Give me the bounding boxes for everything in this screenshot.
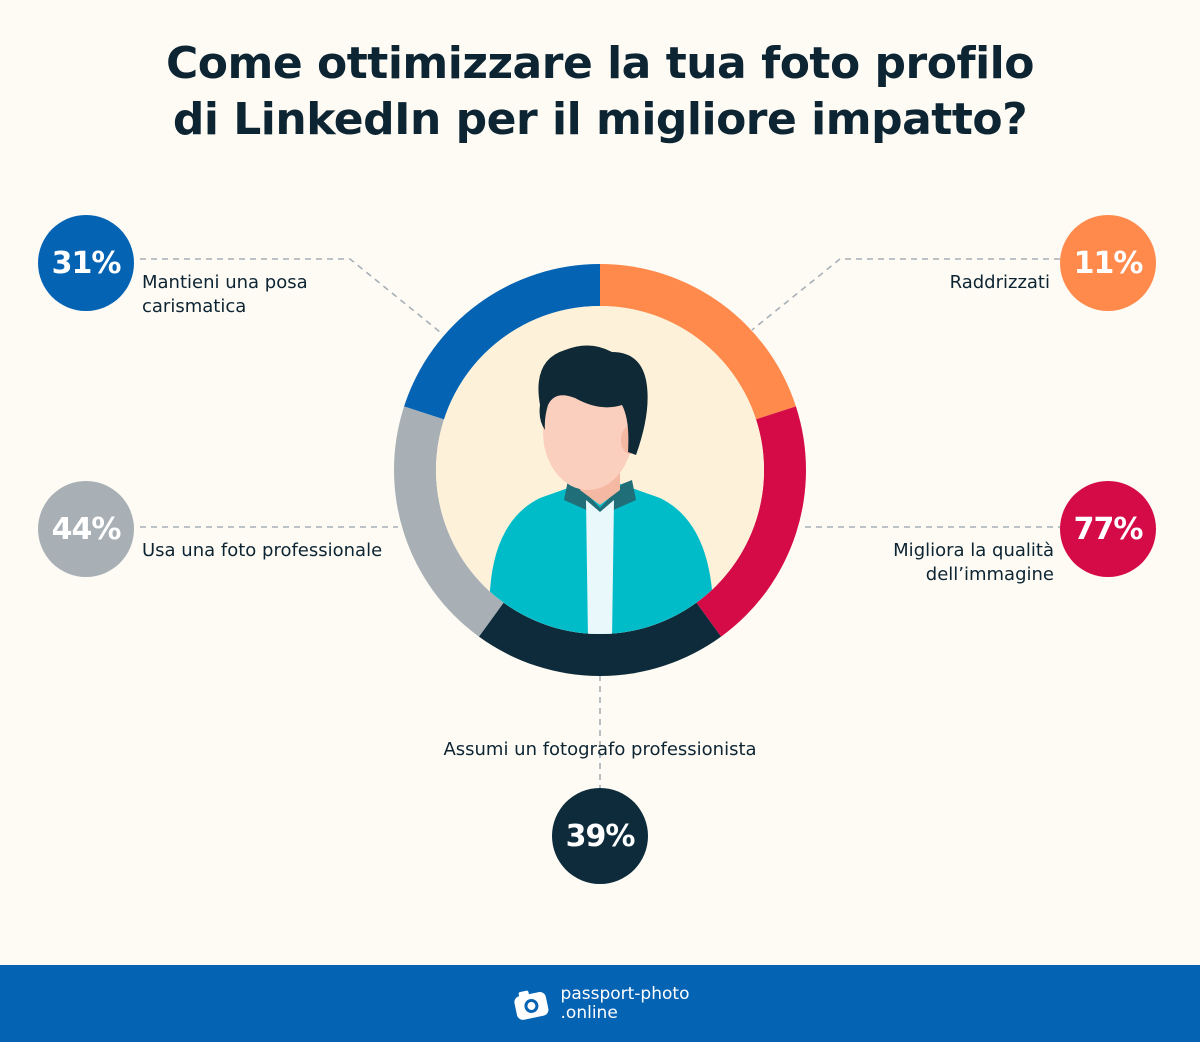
label-posa-line-2: carismatica [142, 296, 247, 317]
label-posa-line-1: Mantieni una posa [142, 272, 308, 293]
camera-icon [513, 990, 548, 1020]
donut-chart [140, 258, 1060, 790]
value-badge-fotografo: 39% [552, 788, 648, 884]
label-foto-line-1: Usa una foto professionale [142, 540, 383, 561]
donut-ring [394, 264, 806, 676]
value-badge-posa: 31% [38, 215, 134, 311]
donut-segment-0 [404, 264, 600, 420]
value-badge-foto: 44% [38, 481, 134, 577]
person-avatar-icon [490, 345, 712, 634]
label-qualita-line-1: Migliora la qualità [893, 540, 1054, 561]
leader-line-raddrizzati [751, 258, 1060, 331]
label-qualita: Migliora la qualità dell’immagine [800, 539, 1054, 587]
label-fotografo-line-1: Assumi un fotografo professionista [443, 739, 757, 760]
donut-segment-4 [394, 406, 504, 637]
donut-segment-1 [600, 264, 796, 420]
leader-lines [140, 258, 1060, 790]
value-badge-qualita: 77% [1060, 481, 1156, 577]
brand-name-line-1: passport-photo [560, 983, 690, 1004]
donut-segment-2 [696, 406, 806, 637]
label-qualita-line-2: dell’immagine [925, 564, 1054, 585]
chart-title: Come ottimizzare la tua foto profilo di … [0, 36, 1200, 148]
chart-title-line-1: Come ottimizzare la tua foto profilo [166, 38, 1034, 89]
brand-logo[interactable]: passport-photo .online [511, 983, 690, 1024]
value-badge-raddrizzati: 11% [1060, 215, 1156, 311]
label-foto: Usa una foto professionale [142, 539, 382, 563]
footer-bar: passport-photo .online [0, 965, 1200, 1042]
leader-line-posa [140, 258, 441, 333]
label-fotografo: Assumi un fotografo professionista [390, 738, 810, 762]
label-raddrizzati-line-1: Raddrizzati [949, 272, 1050, 293]
brand-name: passport-photo .online [560, 983, 690, 1023]
label-raddrizzati: Raddrizzati [850, 271, 1050, 295]
donut-segment-3 [478, 602, 722, 676]
brand-name-line-2: .online [560, 1002, 618, 1023]
chart-title-line-2: di LinkedIn per il migliore impatto? [172, 94, 1028, 145]
label-posa: Mantieni una posa carismatica [142, 271, 308, 319]
